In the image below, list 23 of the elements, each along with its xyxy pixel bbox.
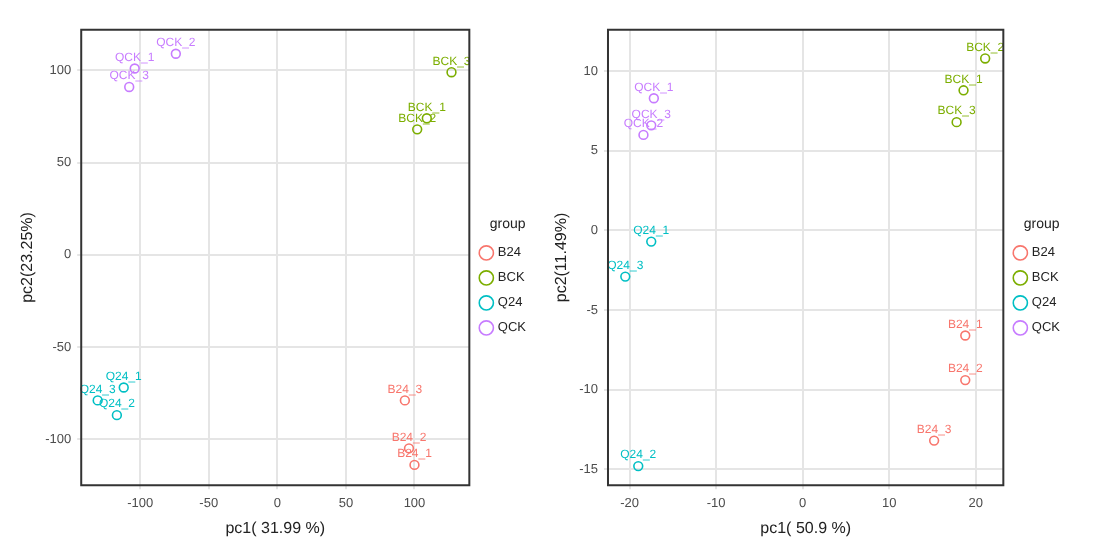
x-axis-title: pc1( 31.99 %) — [225, 518, 326, 537]
y-axis-title: pc2(11.49%) — [552, 212, 571, 303]
point — [960, 330, 971, 341]
point — [960, 374, 971, 386]
point — [646, 236, 657, 247]
point — [399, 395, 411, 406]
point — [412, 124, 423, 135]
point — [951, 116, 962, 128]
point — [958, 85, 969, 96]
point — [633, 460, 644, 472]
point — [638, 129, 649, 141]
point — [446, 67, 457, 78]
point — [648, 93, 660, 104]
point — [979, 53, 991, 64]
point — [409, 459, 420, 471]
x-axis-title: pc1( 50.9 %) — [760, 518, 852, 537]
point — [118, 382, 129, 393]
point — [124, 81, 135, 93]
point — [620, 271, 631, 282]
point — [111, 409, 123, 421]
y-axis-title: pc2(23.25%) — [18, 211, 37, 303]
point — [928, 435, 940, 446]
point — [170, 48, 182, 59]
